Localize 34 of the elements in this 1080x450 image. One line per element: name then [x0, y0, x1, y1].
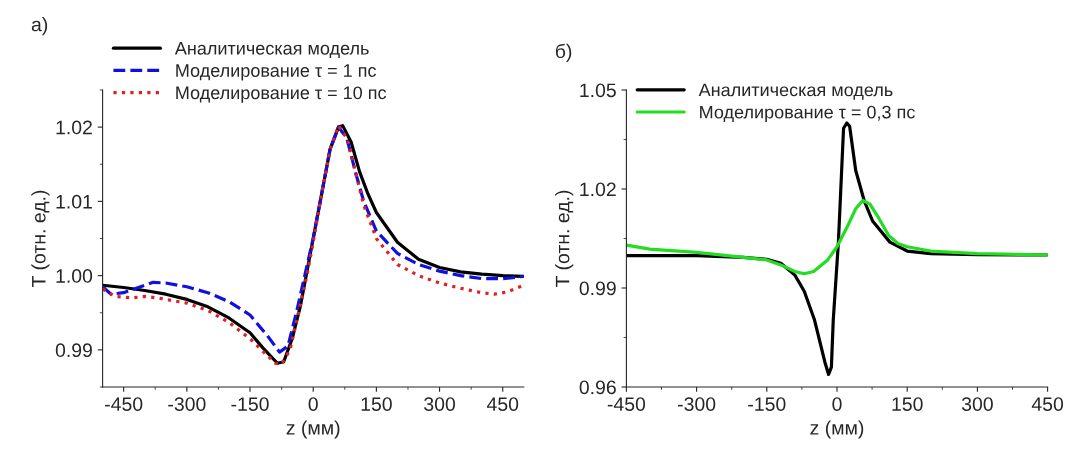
y-tick-label: 0.96	[579, 380, 616, 395]
legend-label: Моделирование τ = 1 пс	[176, 64, 377, 81]
x-tick-label: -150	[748, 397, 786, 411]
y-tick-label: 1.02	[56, 120, 92, 135]
x-tick-label: 450	[486, 397, 519, 411]
x-tick-label: 150	[361, 397, 392, 411]
y-axis-title: T (отн. ед.)	[555, 190, 574, 287]
x-axis-title: z (мм)	[810, 420, 864, 439]
y-tick-label: 0.99	[55, 343, 92, 358]
x-tick-label: -300	[678, 397, 716, 411]
x-tick-label: -150	[231, 397, 269, 411]
x-tick-label: -450	[607, 397, 646, 411]
legend-label: Аналитическая модель	[698, 83, 893, 100]
legend-label: Аналитическая модель	[174, 42, 369, 59]
x-tick-label: -300	[168, 397, 206, 411]
x-tick-label: 150	[892, 397, 923, 411]
y-tick-label: 1.00	[56, 269, 93, 283]
x-axis-title: z (мм)	[286, 420, 340, 439]
y-tick-label: 0.99	[579, 281, 616, 296]
chart-title: б)	[555, 43, 572, 62]
y-tick-label: 1.01	[56, 194, 92, 209]
x-tick-label: 0	[832, 397, 842, 411]
y-tick-label: 1.05	[580, 83, 616, 98]
y-tick-label: 1.02	[580, 182, 616, 197]
x-tick-label: 0	[308, 397, 318, 411]
y-axis-title: T (отн. ед.)	[31, 190, 50, 287]
x-tick-label: 450	[1031, 397, 1064, 411]
legend-label: Моделирование τ = 10 пс	[176, 86, 387, 103]
legend-label: Моделирование τ = 0,3 пс	[700, 105, 915, 123]
x-tick-label: 300	[424, 397, 456, 411]
chart-title: а)	[31, 17, 48, 36]
x-tick-label: -450	[105, 397, 143, 411]
line-series	[626, 198, 1048, 276]
x-tick-label: 300	[961, 397, 993, 411]
